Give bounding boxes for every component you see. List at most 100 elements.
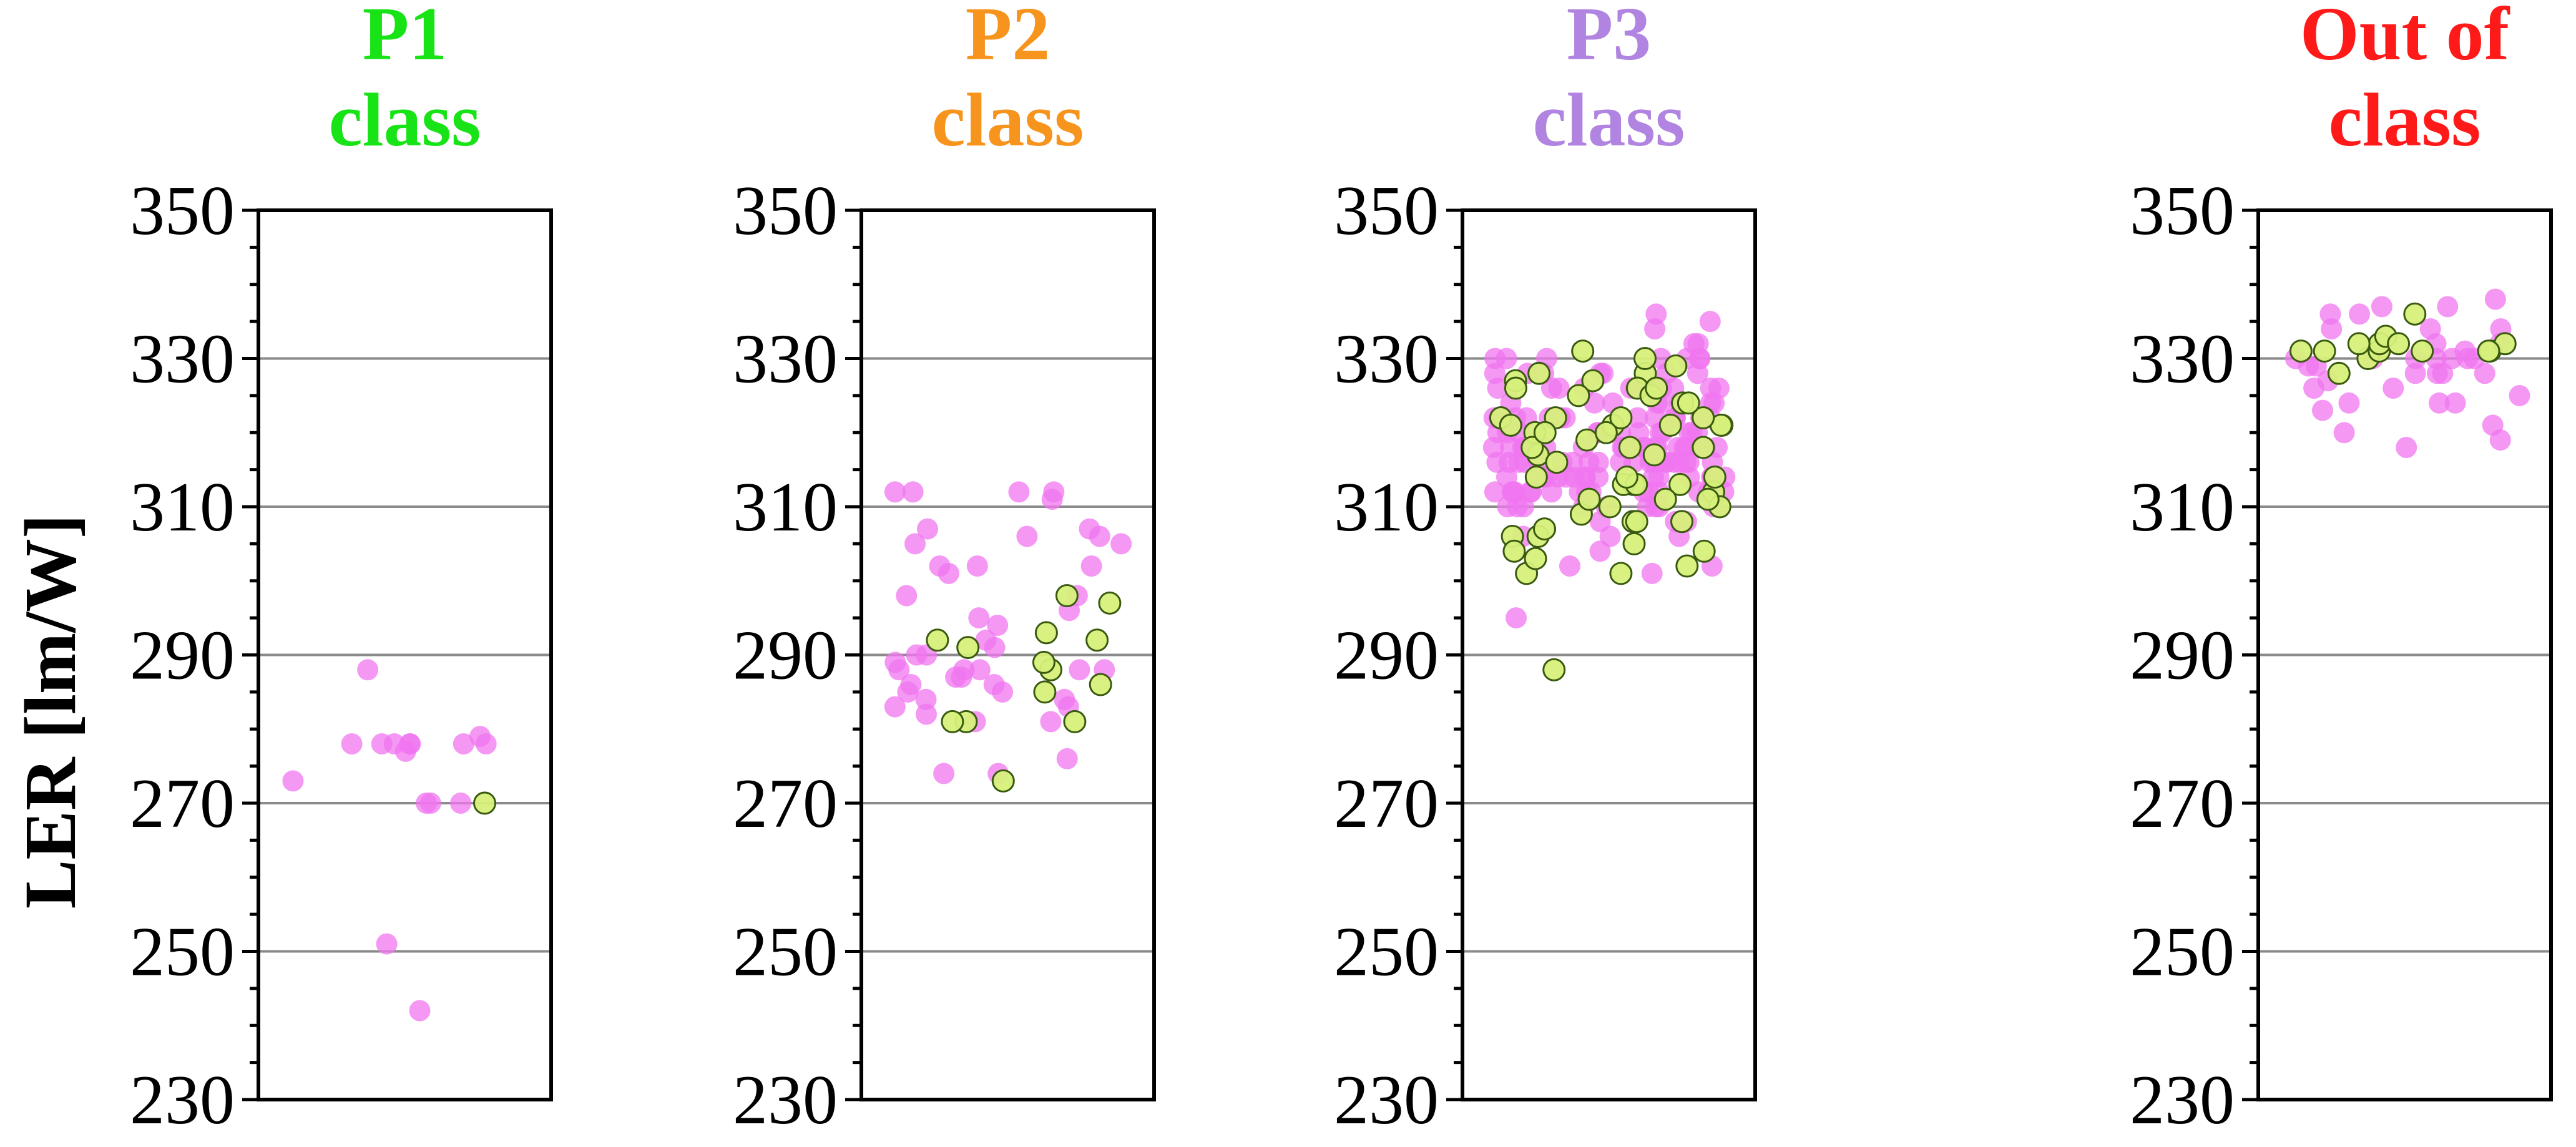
- magenta-point: [2312, 399, 2333, 421]
- y-tick-label: 330: [1334, 321, 1439, 398]
- green-point: [1545, 451, 1569, 474]
- y-tick-label: 350: [1334, 172, 1439, 250]
- green-point: [1098, 591, 1122, 615]
- green-point: [1653, 487, 1677, 511]
- magenta-point: [1008, 481, 1030, 503]
- green-point: [2327, 361, 2351, 385]
- green-point: [1696, 487, 1720, 511]
- magenta-point: [2444, 392, 2466, 414]
- green-point: [1677, 391, 1700, 415]
- magenta-point: [1016, 525, 1038, 547]
- y-tick-label: 270: [2130, 765, 2235, 842]
- green-point: [1703, 466, 1726, 489]
- magenta-point: [1484, 363, 1506, 384]
- panel-title-line: class: [1533, 78, 1685, 162]
- magenta-point: [1699, 311, 1721, 333]
- green-point: [1524, 547, 1547, 570]
- magenta-point: [2428, 392, 2450, 414]
- green-point: [1032, 650, 1055, 674]
- green-point: [1609, 406, 1633, 429]
- y-tick-label: 350: [130, 172, 235, 250]
- y-tick-label: 250: [2130, 914, 2235, 991]
- green-point: [1692, 436, 1715, 459]
- green-point: [1625, 510, 1648, 534]
- green-point: [941, 710, 964, 733]
- magenta-point: [902, 481, 924, 503]
- magenta-point: [2484, 288, 2506, 310]
- magenta-point: [1589, 540, 1611, 562]
- magenta-point: [450, 793, 472, 814]
- green-point: [1533, 517, 1556, 541]
- magenta-point: [969, 659, 991, 681]
- magenta-point: [987, 615, 1009, 636]
- y-tick-label: 310: [130, 469, 235, 546]
- green-point: [1567, 384, 1590, 408]
- magenta-point: [1482, 437, 1504, 458]
- magenta-point: [2474, 363, 2495, 384]
- green-point: [1504, 376, 1527, 400]
- green-point: [1499, 413, 1522, 437]
- green-point: [1645, 376, 1668, 400]
- panel-frame: [2256, 208, 2553, 1101]
- magenta-point: [341, 733, 363, 754]
- green-point: [1533, 421, 1557, 444]
- magenta-point: [2338, 392, 2360, 414]
- magenta-point: [2457, 348, 2479, 369]
- panel-title-line: P3: [1567, 0, 1652, 76]
- green-point: [1521, 436, 1544, 459]
- y-tick-label: 290: [2130, 617, 2235, 695]
- green-point: [2289, 339, 2313, 363]
- green-point: [2313, 339, 2336, 363]
- panel-title-line: P2: [966, 0, 1050, 76]
- magenta-point: [1587, 451, 1609, 473]
- y-axis-label: LER [lm/W]: [9, 514, 91, 909]
- magenta-point: [1080, 555, 1102, 577]
- magenta-point: [2509, 384, 2530, 406]
- magenta-point: [1056, 748, 1078, 769]
- magenta-point: [2404, 363, 2426, 384]
- y-tick-label: 310: [733, 469, 838, 546]
- magenta-point: [1501, 481, 1523, 503]
- magenta-point: [282, 770, 304, 792]
- panel-title-line: class: [329, 78, 481, 162]
- magenta-point: [1687, 333, 1709, 354]
- y-tick-label: 250: [1334, 914, 1439, 991]
- y-tick-label: 310: [2130, 469, 2235, 546]
- green-point: [1502, 539, 1526, 563]
- magenta-point: [916, 703, 937, 725]
- magenta-point: [933, 763, 955, 784]
- magenta-point: [1040, 711, 1062, 733]
- green-point: [1609, 562, 1633, 585]
- magenta-point: [2489, 429, 2511, 451]
- panel-title-line: P1: [363, 0, 448, 76]
- green-point: [1598, 495, 1622, 519]
- panel-frame: [859, 208, 1156, 1101]
- y-tick-label: 230: [1334, 1062, 1439, 1139]
- magenta-point: [975, 629, 997, 651]
- y-tick-label: 330: [130, 321, 235, 398]
- green-point: [1594, 421, 1618, 444]
- green-point: [1658, 413, 1682, 437]
- panel-title-line: class: [2329, 78, 2481, 162]
- green-point: [2477, 339, 2500, 363]
- magenta-point: [419, 793, 441, 814]
- magenta-point: [884, 696, 906, 718]
- magenta-point: [357, 659, 379, 681]
- y-tick-label: 270: [1334, 765, 1439, 842]
- magenta-point: [1484, 481, 1506, 503]
- green-point: [1524, 466, 1548, 489]
- magenta-point: [2371, 296, 2392, 318]
- green-point: [1542, 658, 1566, 681]
- magenta-point: [1506, 607, 1527, 629]
- magenta-point: [1644, 318, 1666, 339]
- magenta-point: [453, 733, 474, 754]
- green-point: [956, 636, 980, 660]
- green-point: [1575, 428, 1599, 452]
- y-tick-label: 290: [733, 617, 838, 695]
- magenta-point: [1599, 525, 1621, 547]
- panel-title-line: class: [932, 78, 1084, 162]
- magenta-point: [1562, 451, 1584, 473]
- magenta-point: [917, 518, 938, 540]
